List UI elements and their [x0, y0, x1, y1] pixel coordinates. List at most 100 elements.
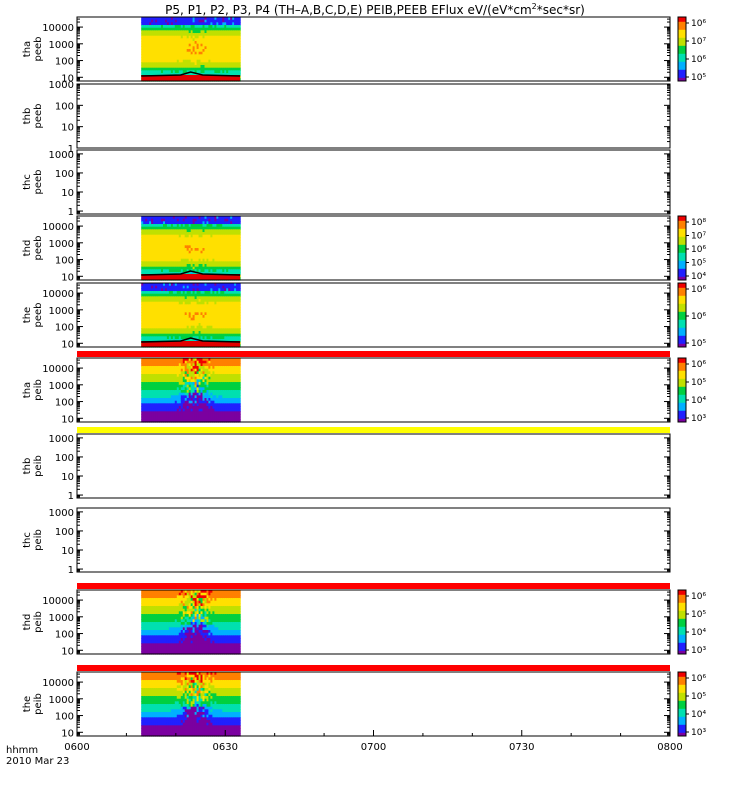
spectrogram-cell	[204, 51, 208, 55]
spectrogram-cell	[176, 67, 180, 71]
spectrogram-cell	[159, 224, 162, 228]
spectrogram-cell	[230, 323, 233, 327]
spectrogram-cell	[220, 328, 223, 332]
spectrogram-cell	[218, 57, 221, 61]
spectrogram-cell	[230, 266, 233, 270]
spectrogram-cell	[188, 323, 192, 327]
spectrogram-cell	[184, 307, 188, 311]
spectrogram-cell	[174, 237, 178, 241]
spectrogram-cell	[147, 226, 150, 230]
spectrogram-cell	[230, 27, 233, 31]
spectrogram-cell	[224, 336, 227, 340]
spectrogram-cell	[194, 382, 198, 386]
spectrogram-cell	[204, 216, 208, 220]
spectrogram-cell	[220, 226, 223, 230]
spectrogram-cell	[161, 312, 164, 316]
spectrogram-cell	[163, 360, 166, 364]
spectrogram-cell	[149, 272, 152, 276]
spectrogram-cell	[200, 328, 204, 332]
spectrogram-cell	[170, 366, 174, 370]
spectrogram-cell	[161, 285, 164, 289]
spectrogram-cell	[151, 379, 154, 383]
spectrogram-cell	[230, 59, 233, 63]
spectrogram-cell	[182, 414, 186, 418]
spectrogram-cell	[204, 296, 208, 300]
spectrogram-cell	[194, 73, 198, 77]
spectrogram-cell	[204, 366, 208, 370]
spectrogram-cell	[238, 33, 241, 37]
spectrogram-cell	[210, 315, 213, 319]
spectrogram-cell	[226, 46, 229, 50]
spectrogram-cell	[161, 57, 164, 61]
spectrogram-cell	[192, 264, 196, 268]
spectrogram-cell	[232, 224, 235, 228]
spectrogram-cell	[145, 414, 148, 418]
spectrogram-cell	[210, 398, 213, 402]
spectrogram-cell	[238, 309, 241, 313]
spectrogram-cell	[192, 234, 196, 238]
spectrogram-cell	[176, 363, 180, 367]
spectrogram-cell	[238, 25, 241, 29]
spectrogram-cell	[174, 288, 178, 292]
spectrogram-cell	[212, 382, 215, 386]
spectrogram-cell	[141, 296, 144, 300]
spectrogram-cell	[216, 54, 219, 58]
spectrogram-cell	[200, 240, 204, 244]
spectrogram-cell	[155, 414, 158, 418]
spectrogram-cell	[196, 49, 200, 53]
spectrogram-cell	[230, 232, 233, 236]
spectrogram-cell	[182, 264, 186, 268]
spectrogram-cell	[212, 22, 215, 26]
spectrogram-cell	[161, 237, 164, 241]
spectrogram-cell	[149, 299, 152, 303]
spectrogram-cell	[159, 65, 162, 69]
spectrogram-cell	[178, 360, 182, 364]
spectrogram-cell	[200, 419, 204, 423]
spectrogram-cell	[210, 406, 213, 410]
spectrogram-cell	[184, 331, 188, 335]
spectrogram-cell	[232, 266, 235, 270]
spectrogram-cell	[182, 382, 186, 386]
spectrogram-cell	[149, 51, 152, 55]
spectrogram-cell	[214, 59, 217, 63]
spectrogram-cell	[188, 54, 192, 58]
spectrogram-cell	[218, 226, 221, 230]
spectrogram-cell	[153, 65, 156, 69]
spectrogram-cell	[228, 333, 231, 337]
spectrogram-cell	[226, 232, 229, 236]
spectrogram-cell	[161, 366, 164, 370]
spectrogram-cell	[190, 382, 194, 386]
spectrogram-cell	[163, 216, 166, 220]
spectrogram-cell	[149, 269, 152, 273]
spectrogram-cell	[206, 323, 210, 327]
spectrogram-cell	[192, 408, 196, 412]
spectrogram-cell	[143, 73, 146, 77]
colorbar-segment	[678, 340, 686, 343]
spectrogram-cell	[210, 301, 213, 305]
spectrogram-cell	[182, 328, 186, 332]
spectrogram-cell	[226, 38, 229, 42]
spectrogram-cell	[168, 368, 172, 372]
spectrogram-cell	[151, 363, 154, 367]
spectrogram-cell	[168, 382, 172, 386]
spectrogram-cell	[165, 296, 168, 300]
spectrogram-cell	[155, 38, 158, 42]
spectrogram-cell	[206, 240, 210, 244]
spectrogram-cell	[228, 331, 231, 335]
spectrogram-cell	[184, 229, 188, 233]
spectrogram-cell	[153, 406, 156, 410]
spectrogram-cell	[198, 221, 202, 225]
spectrogram-cell	[151, 360, 154, 364]
spectrogram-cell	[161, 17, 164, 21]
spectrogram-cell	[204, 293, 208, 297]
spectrogram-cell	[178, 27, 182, 31]
spectrogram-cell	[226, 17, 229, 21]
spectrogram-cell	[178, 400, 182, 404]
spectrogram-cell	[196, 293, 200, 297]
spectrogram-cell	[182, 398, 186, 402]
spectrogram-cell	[182, 250, 186, 254]
spectrogram-cell	[170, 242, 174, 246]
spectrogram-cell	[172, 363, 176, 367]
spectrogram-cell	[151, 416, 154, 420]
spectrogram-cell	[226, 67, 229, 71]
